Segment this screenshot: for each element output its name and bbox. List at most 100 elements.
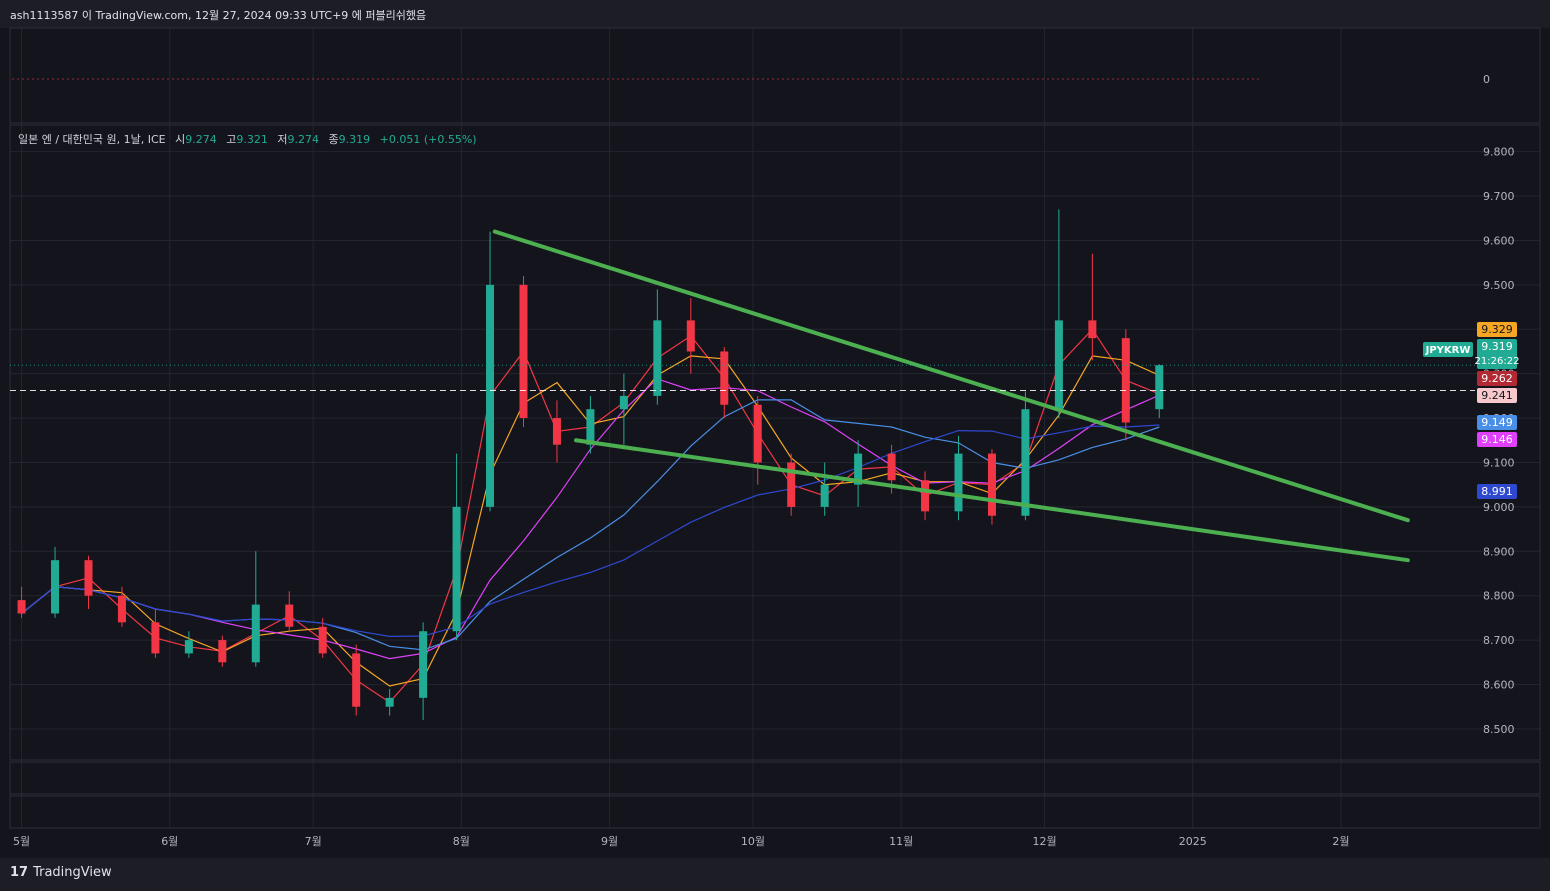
low-label: 저	[277, 133, 288, 146]
oscillator-pane-border	[9, 27, 1541, 124]
symbol-tag-background	[1423, 342, 1473, 357]
candle-body	[117, 595, 126, 623]
price-label-text: 9.329	[1481, 323, 1513, 336]
symbol-tag-text: JPYKRW	[1425, 345, 1471, 356]
candle-body	[619, 395, 628, 410]
price-label-text: 9.262	[1481, 372, 1513, 385]
time-tick-label: 11월	[889, 835, 913, 848]
lower-pane-border	[9, 761, 1541, 795]
price-tick-label: 8.800	[1483, 590, 1515, 603]
grid-lines	[10, 28, 1540, 828]
time-tick-label: 12월	[1032, 835, 1056, 848]
price-label: 8.991	[1477, 484, 1517, 499]
time-tick-label: 2월	[1332, 835, 1349, 848]
price-tick-label: 8.600	[1483, 679, 1515, 692]
candle-body	[285, 604, 294, 627]
time-tick-label: 5월	[13, 835, 30, 848]
candle-body	[987, 453, 996, 516]
candle-body	[419, 631, 428, 698]
candle-body	[653, 320, 662, 396]
price-label: 9.262	[1477, 371, 1517, 386]
price-labels: 9.329 9.319 21:26:22 JPYKRW 9.262 9.241 9.149 9…	[1423, 322, 1519, 499]
price-label: 9.149	[1477, 415, 1517, 430]
price-label-background	[1477, 371, 1517, 386]
lower-pane-border	[9, 795, 1541, 829]
price-label-text: 9.146	[1481, 433, 1513, 446]
candle-body	[318, 626, 327, 654]
candle-body	[753, 404, 762, 463]
countdown-text: 21:26:22	[1475, 356, 1520, 367]
price-label-background	[1477, 484, 1517, 499]
price-tick-label: 9.000	[1483, 501, 1515, 514]
candle-body	[519, 284, 528, 419]
time-axis: 5월 6월 7월 8월 9월 10월 11월 12월 2025 2월	[13, 835, 1349, 848]
symbol-legend: 일본 엔 / 대한민국 원, 1날, ICE 시9.274 고9.321 저9.…	[18, 131, 477, 147]
candle-body	[954, 453, 963, 512]
price-label-text: 9.149	[1481, 416, 1513, 429]
open-label: 시	[175, 133, 186, 146]
publish-info-text: ash1113587 이 TradingView.com, 12월 27, 20…	[10, 9, 427, 22]
candle-body	[218, 640, 227, 663]
low-value: 9.274	[287, 133, 320, 146]
footer-bar	[0, 858, 1550, 891]
candle-body	[385, 697, 394, 707]
change-value: +0.051 (+0.55%)	[379, 133, 477, 146]
candle-body	[84, 560, 93, 596]
symbol-name: 일본 엔 / 대한민국 원, 1날, ICE	[18, 133, 166, 146]
high-label: 고	[226, 133, 237, 146]
price-label-text: 9.241	[1481, 389, 1513, 402]
candle-body	[854, 453, 863, 485]
tradingview-logo-text: TradingView	[33, 865, 112, 880]
time-tick-label: 6월	[161, 835, 178, 848]
price-tick-label: 9.500	[1483, 279, 1515, 292]
candle-body	[686, 320, 695, 352]
time-tick-label: 8월	[453, 835, 470, 848]
horizontal-lines	[10, 364, 1475, 392]
candle-body	[720, 351, 729, 405]
price-label-background	[1477, 322, 1517, 337]
candle-body	[352, 653, 361, 707]
candle-body	[1121, 338, 1130, 423]
trendlines	[492, 229, 1410, 563]
close-label: 종	[328, 133, 339, 146]
price-label-background	[1477, 415, 1517, 430]
trendline	[492, 229, 1410, 523]
candle-body	[1021, 409, 1030, 516]
oscillator-tick-label: 0	[1483, 73, 1490, 86]
candle-body	[486, 284, 495, 507]
main-pane-border	[9, 124, 1541, 761]
pane-frame	[9, 27, 1541, 829]
price-tick-label: 9.600	[1483, 234, 1515, 247]
candle-body	[1155, 365, 1164, 410]
moving-average-line	[21, 424, 1160, 638]
tradingview-logo[interactable]: 17 TradingView	[10, 865, 112, 880]
price-label-text: 9.319	[1481, 340, 1513, 353]
price-label-background	[1477, 388, 1517, 403]
time-tick-label: 9월	[601, 835, 618, 848]
time-tick-label: 2025	[1179, 835, 1207, 848]
header-bar: ash1113587 이 TradingView.com, 12월 27, 20…	[0, 0, 1550, 28]
candle-body	[151, 622, 160, 654]
candle-body	[184, 640, 193, 654]
time-tick-label: 10월	[741, 835, 765, 848]
price-tick-label: 8.900	[1483, 545, 1515, 558]
candle-body	[887, 453, 896, 481]
candle-body	[552, 418, 561, 445]
candle-body	[1088, 320, 1097, 339]
price-label: 9.329	[1477, 322, 1517, 337]
candle-body	[51, 560, 60, 614]
price-label: 9.319 21:26:22 JPYKRW	[1423, 339, 1519, 369]
chart-area[interactable]: 9.8009.7009.6009.5009.4009.3009.2009.100…	[0, 0, 1550, 858]
candle-body	[820, 484, 829, 507]
tradingview-logo-icon: 17	[10, 865, 29, 880]
price-label-background	[1477, 432, 1517, 447]
time-tick-label: 7월	[305, 835, 322, 848]
price-label: 9.146	[1477, 432, 1517, 447]
close-value: 9.319	[338, 133, 371, 146]
price-label-text: 8.991	[1481, 485, 1513, 498]
price-tick-label: 8.700	[1483, 634, 1515, 647]
candle-body	[787, 462, 796, 507]
price-tick-label: 8.500	[1483, 723, 1515, 736]
candlestick-series	[17, 209, 1164, 721]
price-label: 9.241	[1477, 388, 1517, 403]
